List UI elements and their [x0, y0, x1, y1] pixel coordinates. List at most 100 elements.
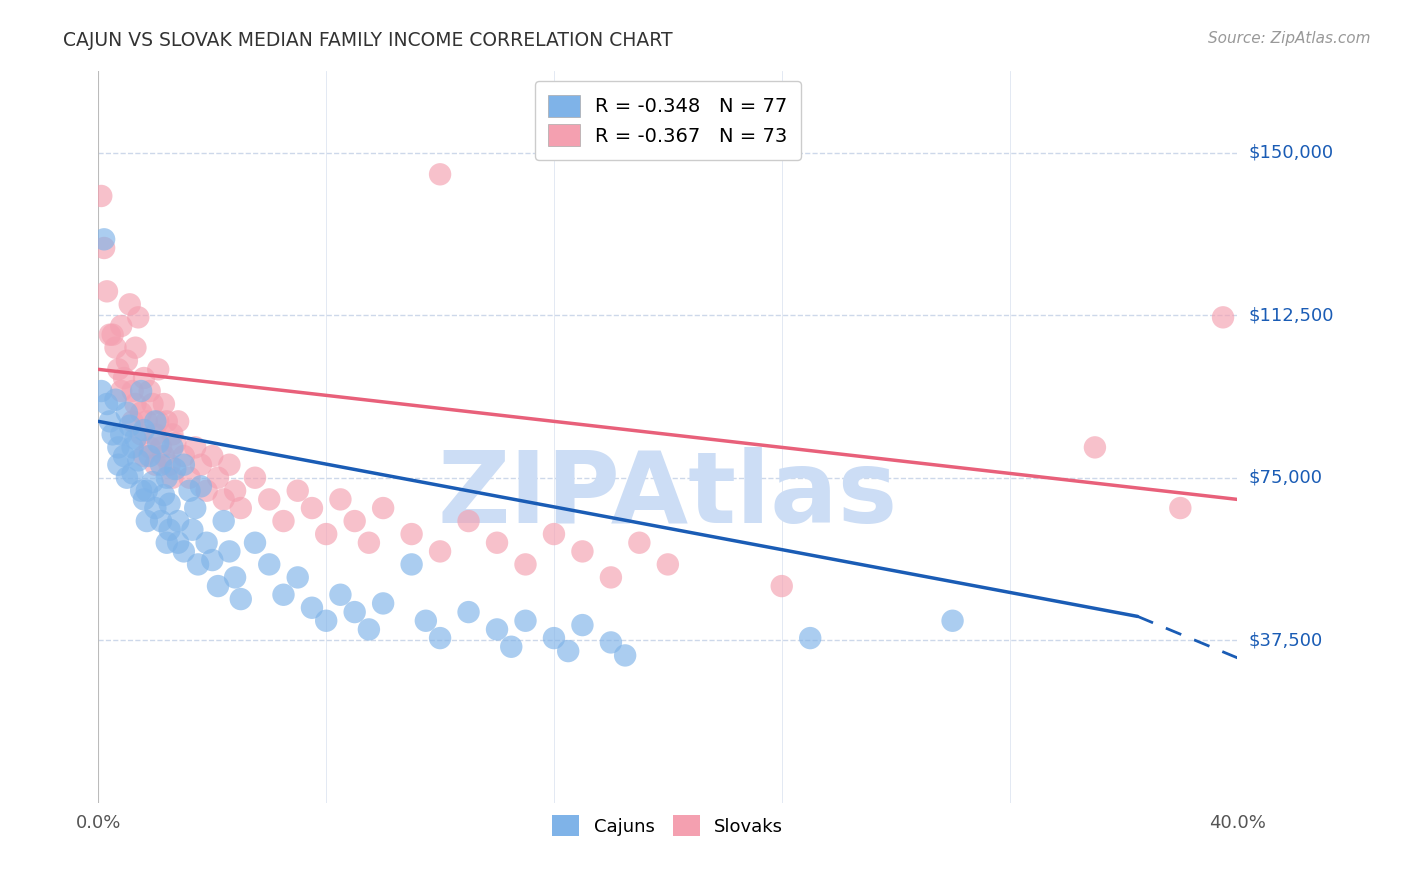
Point — [148, 414, 170, 428]
Point — [942, 614, 965, 628]
Point — [153, 449, 176, 463]
Point — [224, 570, 246, 584]
Point — [273, 514, 295, 528]
Point — [156, 414, 179, 428]
Point — [115, 471, 138, 485]
Point — [486, 623, 509, 637]
Point — [224, 483, 246, 498]
Point — [190, 479, 212, 493]
Point — [190, 458, 212, 472]
Point — [173, 544, 195, 558]
Point — [101, 327, 124, 342]
Text: ZIPAtlas: ZIPAtlas — [437, 447, 898, 544]
Point — [770, 579, 793, 593]
Point — [121, 441, 143, 455]
Point — [145, 427, 167, 442]
Point — [138, 441, 160, 455]
Legend: Cajuns, Slovaks: Cajuns, Slovaks — [543, 806, 793, 845]
Text: $150,000: $150,000 — [1249, 144, 1333, 161]
Point — [1212, 310, 1234, 325]
Point — [301, 600, 323, 615]
Point — [118, 418, 141, 433]
Point — [104, 341, 127, 355]
Point — [159, 458, 181, 472]
Point — [515, 614, 537, 628]
Point — [110, 318, 132, 333]
Point — [141, 475, 163, 489]
Point — [127, 310, 149, 325]
Point — [148, 436, 170, 450]
Point — [184, 501, 207, 516]
Point — [201, 553, 224, 567]
Point — [614, 648, 637, 663]
Point — [150, 458, 173, 472]
Point — [167, 414, 190, 428]
Point — [329, 588, 352, 602]
Text: $37,500: $37,500 — [1249, 632, 1323, 649]
Point — [132, 423, 155, 437]
Point — [145, 458, 167, 472]
Point — [112, 449, 135, 463]
Point — [159, 497, 181, 511]
Point — [207, 471, 229, 485]
Point — [179, 483, 201, 498]
Point — [600, 570, 623, 584]
Text: $75,000: $75,000 — [1249, 468, 1323, 487]
Point — [273, 588, 295, 602]
Point — [181, 523, 204, 537]
Point — [141, 397, 163, 411]
Point — [98, 414, 121, 428]
Point — [571, 544, 593, 558]
Point — [121, 384, 143, 398]
Point — [343, 605, 366, 619]
Point — [165, 436, 187, 450]
Point — [93, 232, 115, 246]
Point — [179, 471, 201, 485]
Point — [145, 501, 167, 516]
Point — [357, 535, 380, 549]
Point — [129, 427, 152, 442]
Point — [543, 631, 565, 645]
Point — [115, 406, 138, 420]
Point — [104, 392, 127, 407]
Point — [124, 432, 146, 446]
Point — [229, 592, 252, 607]
Point — [165, 462, 187, 476]
Point — [373, 501, 395, 516]
Point — [243, 471, 266, 485]
Point — [98, 327, 121, 342]
Point — [543, 527, 565, 541]
Point — [287, 483, 309, 498]
Point — [96, 285, 118, 299]
Point — [121, 467, 143, 481]
Point — [93, 241, 115, 255]
Point — [118, 297, 141, 311]
Point — [110, 427, 132, 442]
Point — [110, 384, 132, 398]
Point — [429, 631, 451, 645]
Point — [195, 483, 218, 498]
Point — [162, 471, 184, 485]
Text: $112,500: $112,500 — [1249, 306, 1334, 324]
Point — [156, 471, 179, 485]
Point — [138, 449, 160, 463]
Point — [1170, 501, 1192, 516]
Point — [153, 397, 176, 411]
Point — [135, 514, 157, 528]
Point — [156, 535, 179, 549]
Point — [218, 544, 240, 558]
Point — [315, 527, 337, 541]
Point — [799, 631, 821, 645]
Point — [429, 544, 451, 558]
Point — [212, 514, 235, 528]
Point — [212, 492, 235, 507]
Point — [107, 458, 129, 472]
Point — [429, 167, 451, 181]
Point — [457, 514, 479, 528]
Point — [162, 441, 184, 455]
Point — [107, 441, 129, 455]
Point — [259, 492, 281, 507]
Text: Source: ZipAtlas.com: Source: ZipAtlas.com — [1208, 31, 1371, 46]
Point — [229, 501, 252, 516]
Point — [115, 353, 138, 368]
